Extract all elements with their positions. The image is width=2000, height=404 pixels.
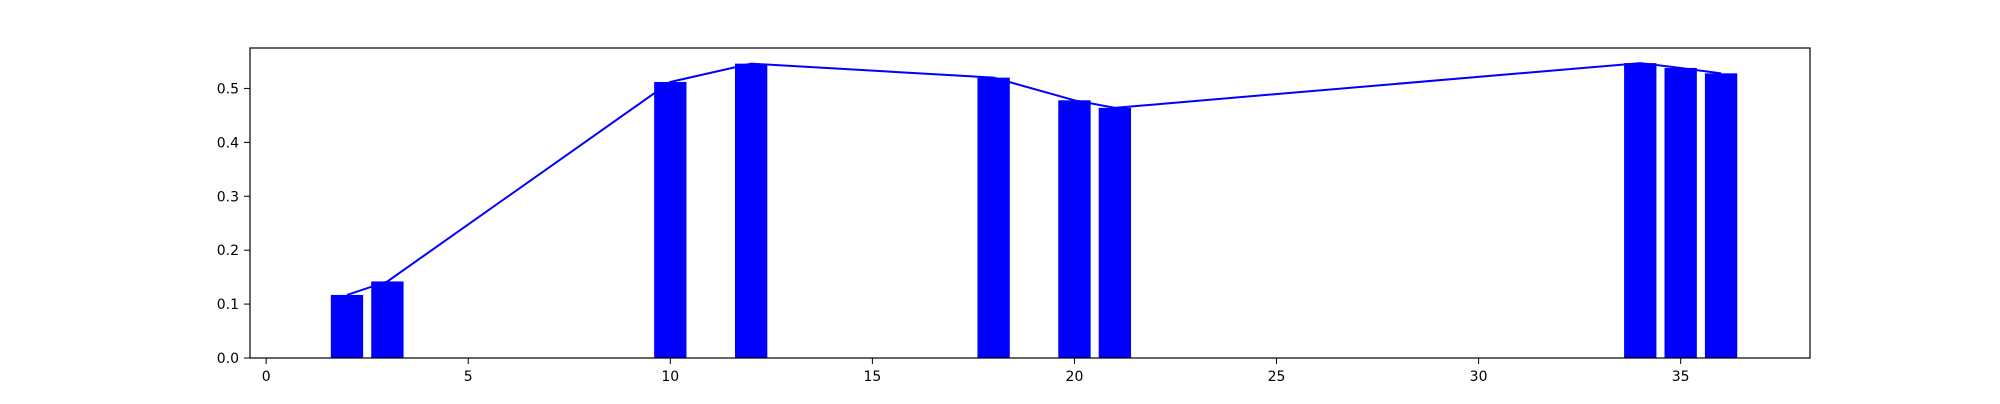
x-tick-label-4: 20 bbox=[1066, 369, 1084, 385]
y-tick-label-2: 0.2 bbox=[217, 243, 239, 259]
axes-layer: 0 5 10 15 20 25 30 35 0.0 0.1 0.2 0.3 0.4 0.5 bbox=[217, 47, 1811, 385]
bar-1 bbox=[371, 281, 404, 358]
x-tick-label-5: 25 bbox=[1268, 369, 1286, 385]
y-tick-label-5: 0.5 bbox=[217, 81, 239, 97]
x-tick-label-6: 30 bbox=[1470, 369, 1488, 385]
bar-9 bbox=[1704, 73, 1738, 359]
y-tick-label-1: 0.1 bbox=[217, 297, 239, 313]
bar-3 bbox=[734, 63, 768, 359]
x-tick-label-2: 10 bbox=[661, 369, 679, 385]
x-tick-label-3: 15 bbox=[863, 369, 881, 385]
y-tick-label-4: 0.4 bbox=[217, 135, 239, 151]
series-line bbox=[346, 62, 1722, 296]
x-tick-label-0: 0 bbox=[262, 369, 271, 385]
x-tick-label-1: 5 bbox=[464, 369, 473, 385]
bar-5 bbox=[1058, 100, 1091, 358]
y-tick-label-0: 0.0 bbox=[217, 351, 239, 367]
bars-layer bbox=[330, 63, 1738, 359]
bar-2 bbox=[654, 81, 687, 359]
bar-7 bbox=[1624, 63, 1657, 359]
bar-4 bbox=[977, 77, 1010, 359]
plot-frame bbox=[249, 47, 1811, 359]
bar-6 bbox=[1098, 107, 1132, 358]
line-layer bbox=[346, 62, 1722, 296]
x-tick-label-7: 35 bbox=[1672, 369, 1690, 385]
bar-0 bbox=[330, 294, 364, 358]
y-tick-label-3: 0.3 bbox=[217, 189, 239, 205]
bar-8 bbox=[1664, 67, 1697, 359]
